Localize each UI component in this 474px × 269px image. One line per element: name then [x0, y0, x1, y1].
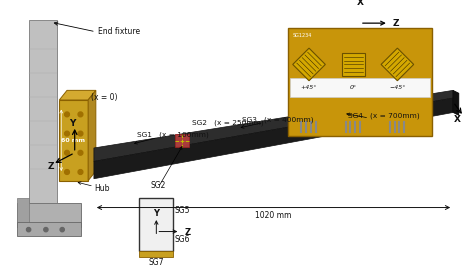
Text: 1020 mm: 1020 mm — [255, 211, 292, 220]
Text: SG7: SG7 — [148, 258, 164, 267]
Polygon shape — [290, 78, 430, 97]
Circle shape — [44, 228, 48, 232]
Text: −45°: −45° — [389, 85, 406, 90]
Polygon shape — [59, 100, 88, 181]
Text: End fixture: End fixture — [98, 27, 140, 36]
Circle shape — [78, 150, 83, 155]
Text: +45°: +45° — [301, 85, 317, 90]
Polygon shape — [17, 198, 28, 227]
Circle shape — [64, 169, 69, 174]
Text: SG1234: SG1234 — [293, 33, 312, 38]
Polygon shape — [381, 48, 414, 81]
Circle shape — [78, 112, 83, 117]
Polygon shape — [59, 90, 96, 100]
Polygon shape — [94, 98, 453, 179]
Text: Z: Z — [48, 162, 55, 171]
Polygon shape — [288, 28, 432, 136]
Text: (x = 0): (x = 0) — [91, 93, 118, 102]
Polygon shape — [17, 222, 82, 236]
Text: SG2   (x = 250mm): SG2 (x = 250mm) — [191, 119, 263, 126]
Text: Z: Z — [184, 228, 190, 237]
Polygon shape — [28, 20, 57, 203]
Polygon shape — [342, 53, 365, 76]
Polygon shape — [175, 134, 189, 147]
Text: X: X — [454, 115, 461, 124]
Polygon shape — [139, 251, 173, 257]
Polygon shape — [139, 198, 173, 251]
Circle shape — [64, 112, 69, 117]
Text: Y: Y — [69, 119, 75, 128]
Circle shape — [60, 228, 64, 232]
Circle shape — [64, 131, 69, 136]
Text: Y: Y — [153, 209, 159, 218]
Circle shape — [78, 131, 83, 136]
Text: SG5: SG5 — [174, 206, 190, 215]
Text: X: X — [356, 0, 364, 8]
Text: 60 mm: 60 mm — [61, 138, 85, 143]
Text: SG3   (x = 400mm): SG3 (x = 400mm) — [242, 116, 314, 123]
Text: Z: Z — [392, 19, 399, 28]
Polygon shape — [94, 90, 453, 161]
Text: 0°: 0° — [350, 85, 357, 90]
Polygon shape — [336, 108, 345, 118]
Text: SG1   (x = 100mm): SG1 (x = 100mm) — [137, 132, 209, 138]
Circle shape — [78, 169, 83, 174]
Circle shape — [64, 150, 69, 155]
Polygon shape — [88, 90, 96, 181]
Text: SG2: SG2 — [151, 181, 166, 190]
Circle shape — [27, 228, 31, 232]
Text: Hub: Hub — [94, 184, 109, 193]
Text: SG4   (x = 700mm): SG4 (x = 700mm) — [348, 113, 420, 119]
Polygon shape — [453, 90, 459, 115]
Polygon shape — [293, 48, 325, 81]
Text: SG6: SG6 — [174, 235, 190, 244]
Polygon shape — [17, 203, 82, 227]
